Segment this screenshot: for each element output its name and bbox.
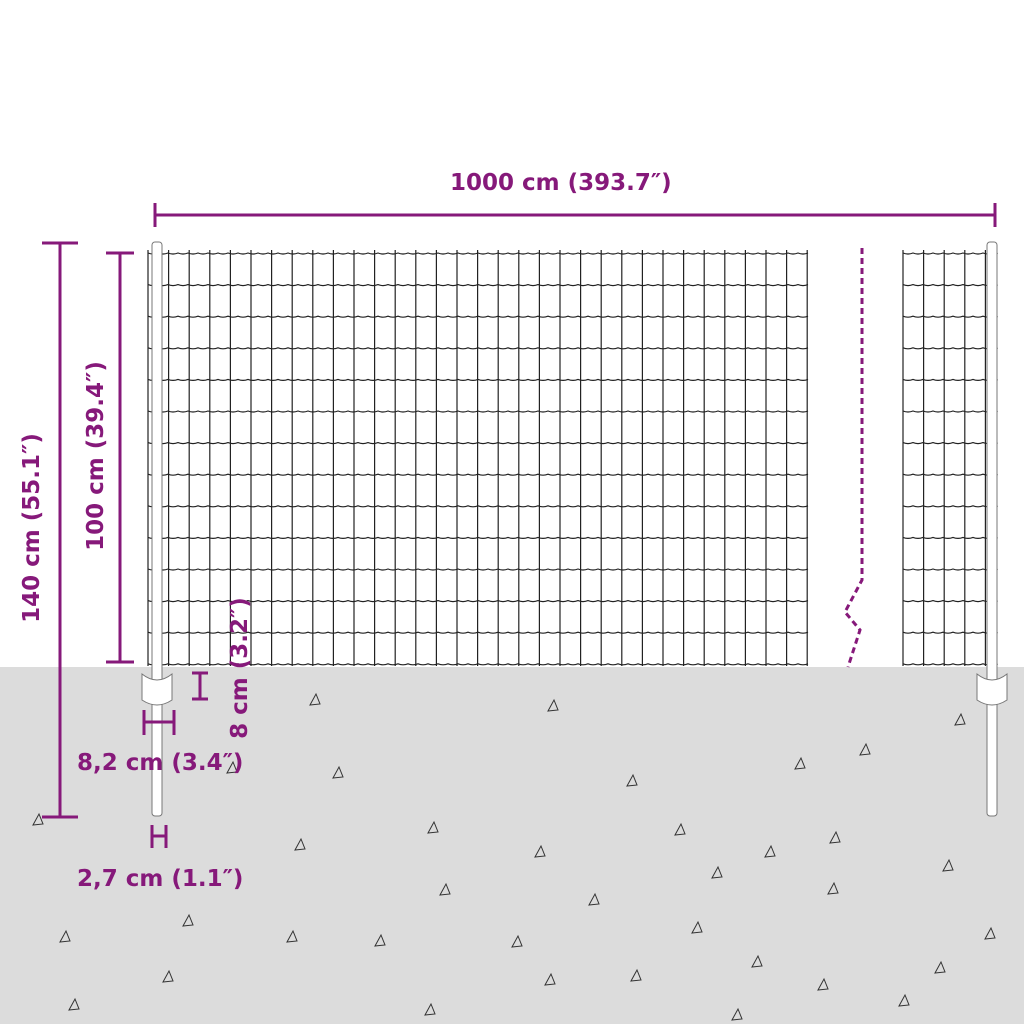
stone [427, 820, 439, 834]
stone [984, 926, 996, 940]
stone [751, 954, 763, 968]
stone [547, 698, 559, 712]
stone [934, 960, 946, 974]
stone [374, 933, 386, 947]
stone [68, 997, 80, 1011]
post-plate-left [141, 672, 173, 706]
stone [764, 844, 776, 858]
stone [898, 993, 910, 1007]
stone [794, 756, 806, 770]
width-label: 1000 cm (393.7″) [450, 170, 672, 196]
total-height-label: 140 cm (55.1″) [19, 433, 45, 623]
horizontal-wire [902, 505, 998, 508]
fence-posts [141, 241, 1008, 817]
dimension-lines [42, 203, 997, 848]
horizontal-wire [902, 631, 998, 634]
fence-height-label: 100 cm (39.4″) [83, 361, 109, 551]
horizontal-wire [902, 599, 998, 603]
stone [32, 812, 44, 826]
horizontal-wire [902, 663, 998, 666]
post-plate-right [976, 672, 1008, 706]
horizontal-wire [902, 410, 998, 413]
stone [439, 882, 451, 896]
post-width-label: 2,7 cm (1.1″) [77, 866, 244, 892]
stone [954, 712, 966, 726]
stone [424, 1002, 436, 1016]
plate-width-label: 8,2 cm (3.4″) [77, 750, 244, 776]
stone [588, 892, 600, 906]
stone [626, 773, 638, 787]
post-right [986, 241, 998, 817]
horizontal-wire [902, 315, 998, 318]
stone [182, 913, 194, 927]
stone [630, 968, 642, 982]
stone [332, 765, 344, 779]
wire-mesh [147, 248, 998, 668]
stone [731, 1007, 743, 1021]
stone [827, 881, 839, 895]
horizontal-wire [902, 441, 998, 445]
horizontal-wire [902, 378, 998, 381]
stone [59, 929, 71, 943]
stone [534, 844, 546, 858]
horizontal-wire [902, 283, 998, 287]
stone [829, 830, 841, 844]
stone [859, 742, 871, 756]
stone [942, 858, 954, 872]
stone [162, 969, 174, 983]
stone [544, 972, 556, 986]
ground [0, 667, 1024, 1024]
stone [226, 760, 238, 774]
stone [511, 934, 523, 948]
stone [309, 692, 321, 706]
plate-height-label: 8 cm (3.2″) [227, 597, 253, 739]
horizontal-wire [902, 347, 998, 350]
stone [817, 977, 829, 991]
stone [691, 920, 703, 934]
stone [711, 865, 723, 879]
horizontal-wire [902, 473, 998, 476]
post-left [151, 241, 163, 817]
stone [286, 929, 298, 943]
horizontal-wire [902, 536, 998, 539]
horizontal-wire [902, 252, 998, 255]
break-line [843, 248, 864, 668]
stone [294, 837, 306, 851]
horizontal-wire [902, 568, 998, 571]
ground-stones [32, 692, 996, 1021]
stone [674, 822, 686, 836]
